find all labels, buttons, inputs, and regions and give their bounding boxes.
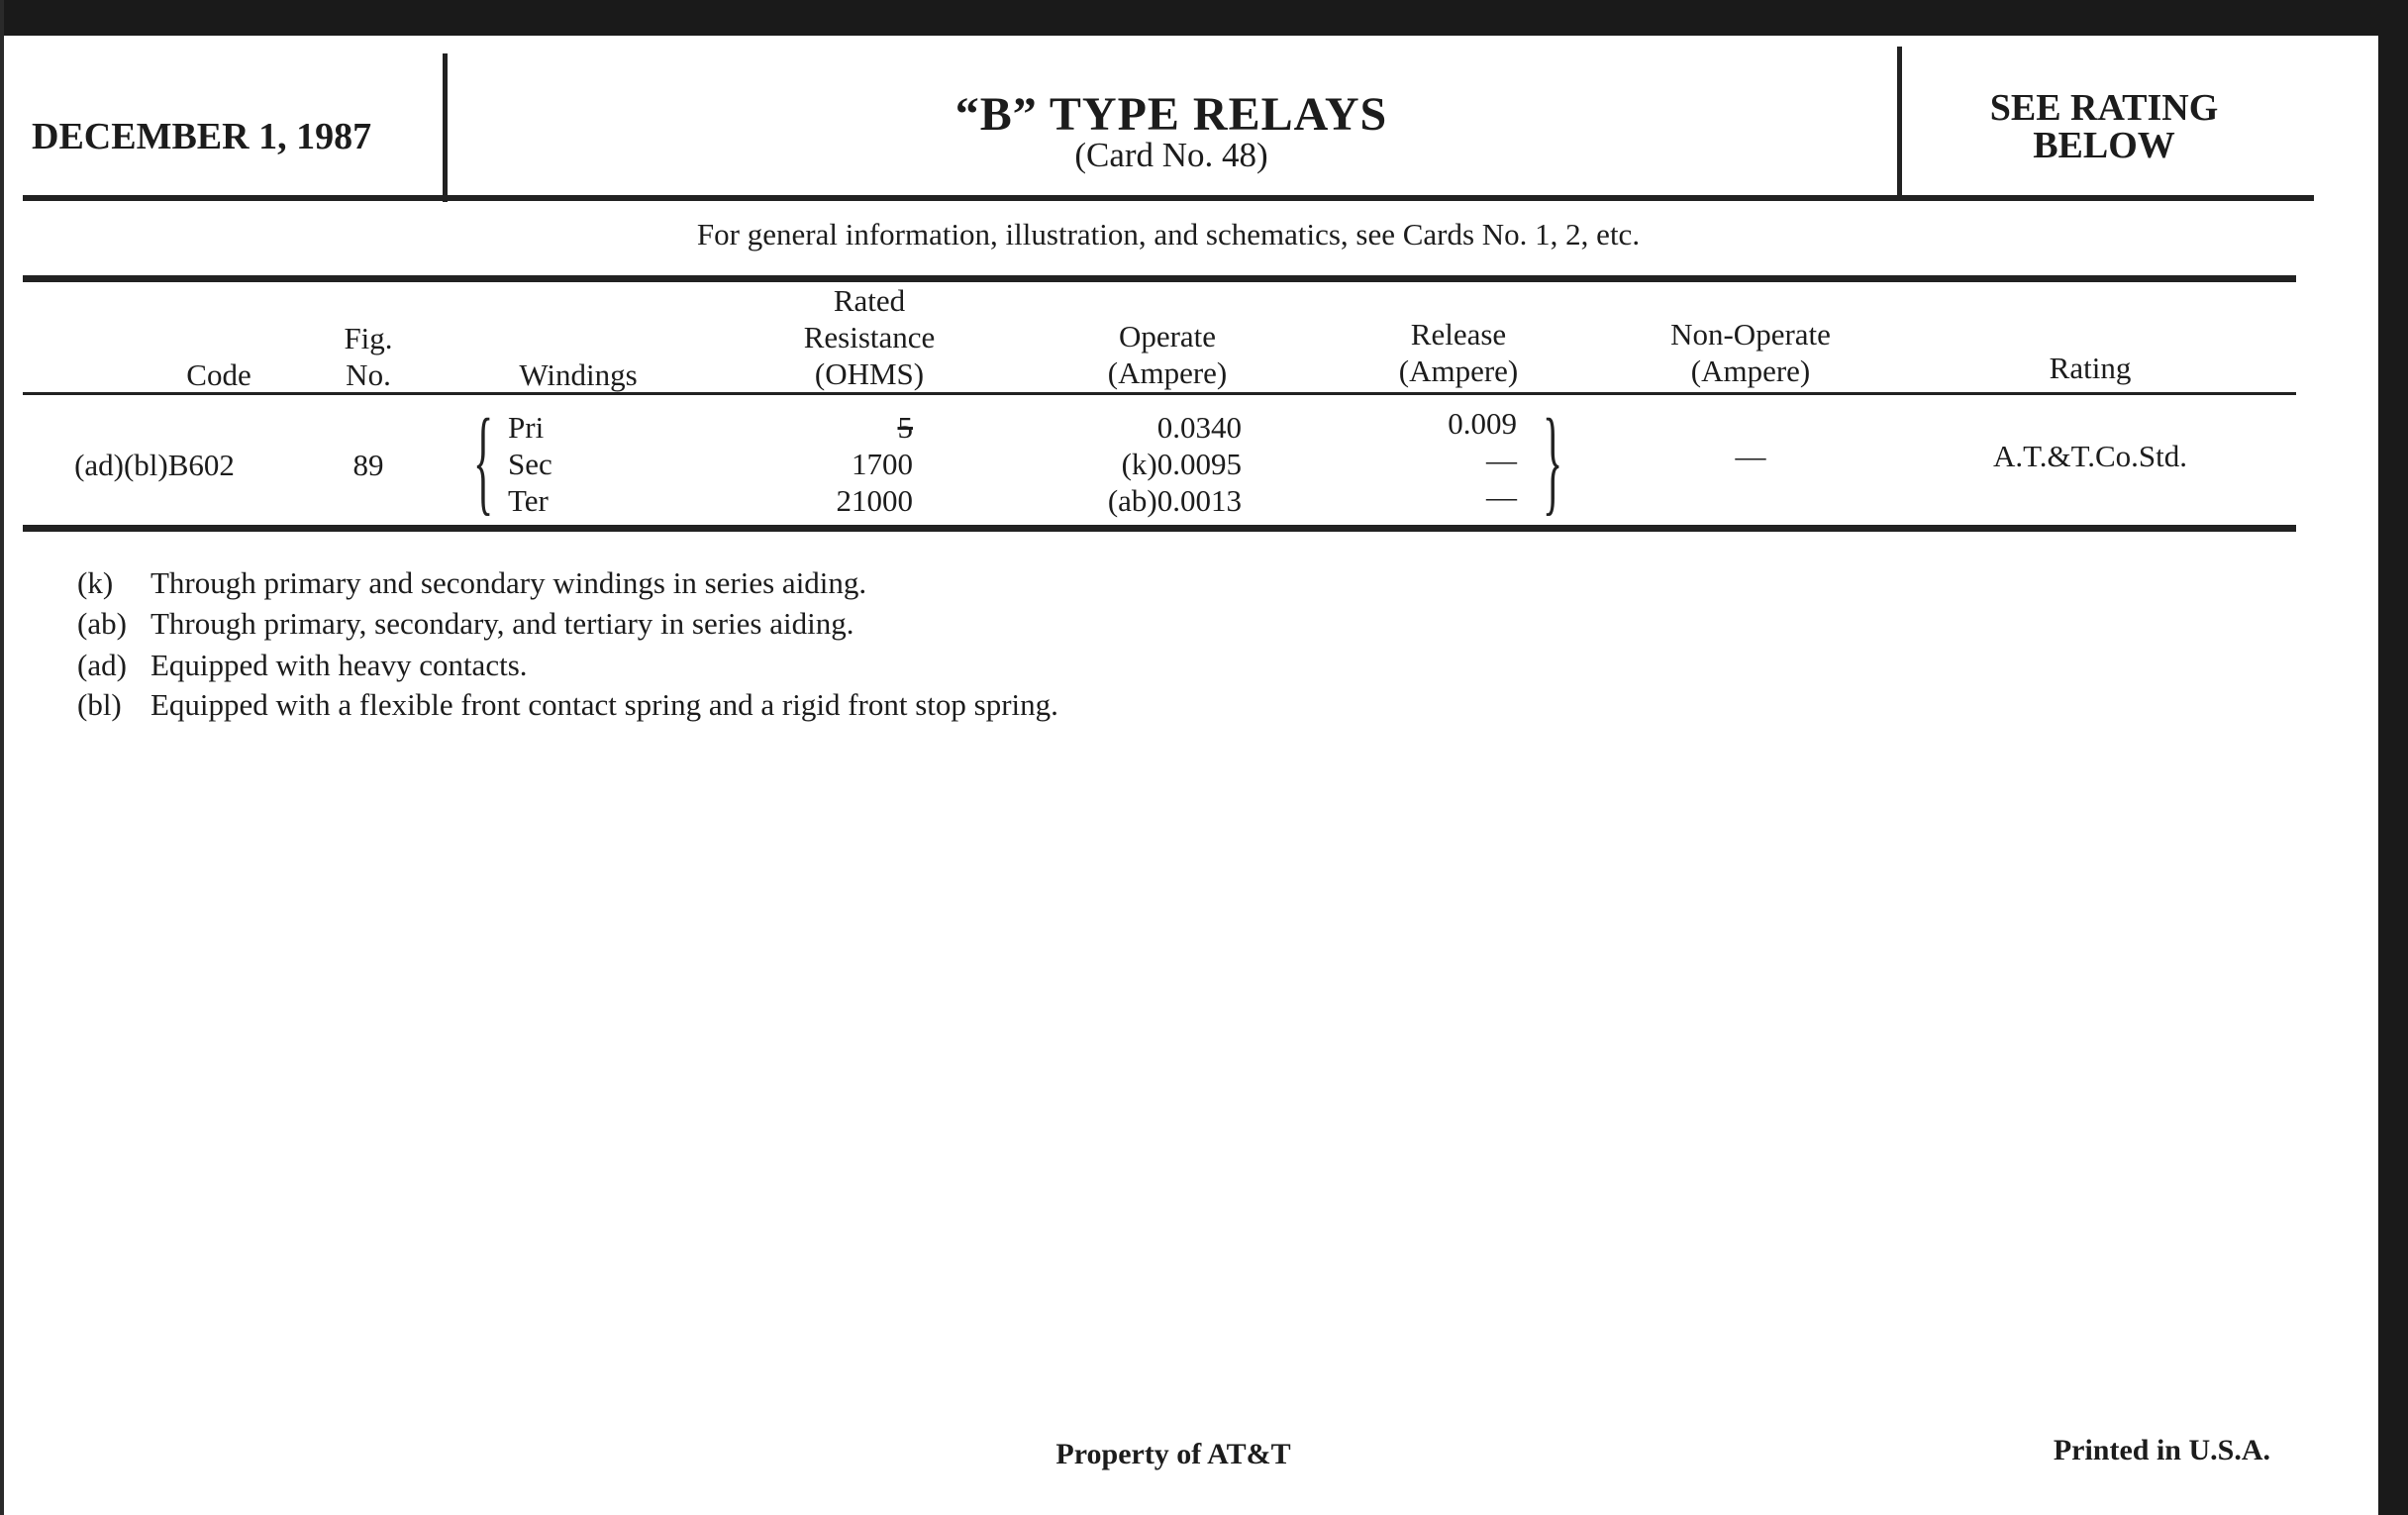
- scan-border-left: [0, 0, 4, 1515]
- release-pri: 0.009: [1448, 406, 1517, 441]
- rating-note-line2: BELOW: [2033, 125, 2175, 166]
- table-bottom-rule: [23, 525, 2296, 532]
- left-brace: {: [473, 394, 494, 526]
- footnote-text-bl: Equipped with a flexible front contact s…: [150, 687, 1058, 722]
- col-fig-line2: No.: [346, 357, 391, 392]
- resistance-pri: 5: [897, 410, 914, 445]
- header-divider-right: [1897, 47, 1902, 195]
- col-resistance-line1: Rated: [833, 283, 906, 318]
- footer-property: Property of AT&T: [1055, 1438, 1291, 1470]
- operate-pri: 0.0340: [1156, 410, 1242, 445]
- resistance-sec: 1700: [852, 447, 913, 481]
- footnote-key-ab: (ab): [77, 606, 127, 641]
- operate-ter: (ab)0.0013: [1107, 483, 1242, 518]
- footer-printed: Printed in U.S.A.: [2053, 1434, 2270, 1466]
- footnote-text-k: Through primary and secondary windings i…: [150, 565, 867, 600]
- col-release-line1: Release: [1410, 317, 1507, 352]
- col-resistance-line3: (OHMS): [814, 356, 925, 391]
- footnote-text-ad: Equipped with heavy contacts.: [150, 648, 528, 682]
- col-non-operate: Non-Operate (Ampere): [1670, 316, 1831, 389]
- winding-ter: Ter: [508, 483, 549, 518]
- footnote-key-ad: (ad): [77, 648, 127, 682]
- col-non-operate-line1: Non-Operate: [1670, 317, 1831, 352]
- header-bottom-rule: [23, 392, 2296, 395]
- operate-sec: (k)0.0095: [1121, 447, 1242, 481]
- cell-windings: Pri Sec Ter: [508, 409, 552, 519]
- rating-note-line1: SEE RATING: [1989, 87, 2219, 129]
- col-code: Code: [186, 357, 251, 392]
- col-release: Release (Ampere): [1399, 316, 1519, 389]
- cell-code: (ad)(bl)B602: [74, 448, 235, 482]
- cell-release: 0.009 — —: [1448, 405, 1517, 515]
- header-rule: [23, 195, 2314, 201]
- right-brace: }: [1543, 394, 1563, 526]
- footnote-text-ab: Through primary, secondary, and tertiary…: [150, 606, 854, 641]
- card-date: DECEMBER 1, 1987: [32, 116, 372, 157]
- cell-rating: A.T.&T.Co.Std.: [1992, 439, 2188, 473]
- scan-border-right: [2378, 0, 2408, 1515]
- col-fig-line1: Fig.: [344, 321, 393, 355]
- rating-note: SEE RATING BELOW: [1990, 89, 2219, 164]
- cell-resistance: 5 1700 21000: [837, 409, 914, 519]
- col-resistance-line2: Resistance: [803, 320, 936, 354]
- col-rating: Rating: [2049, 351, 2132, 385]
- cell-operate: 0.0340 (k)0.0095 (ab)0.0013: [1108, 409, 1242, 519]
- card-title: “B” TYPE RELAYS: [954, 88, 1388, 141]
- winding-sec: Sec: [508, 447, 552, 481]
- cell-non-operate: —: [1735, 439, 1766, 473]
- col-windings: Windings: [519, 357, 638, 392]
- general-info: For general information, illustration, a…: [696, 217, 1641, 252]
- release-ter: —: [1486, 479, 1517, 514]
- header-divider-left: [443, 53, 448, 202]
- resistance-ter: 21000: [836, 483, 914, 518]
- footnote-key-bl: (bl): [77, 687, 122, 722]
- release-sec: —: [1486, 443, 1517, 477]
- cell-fig: 89: [352, 448, 384, 482]
- footnote-key-k: (k): [77, 565, 114, 600]
- table-top-rule: [23, 275, 2296, 282]
- winding-pri: Pri: [508, 410, 545, 445]
- col-operate: Operate (Ampere): [1108, 318, 1228, 391]
- col-operate-line2: (Ampere): [1107, 355, 1228, 390]
- scan-border-top: [0, 0, 2408, 36]
- col-operate-line1: Operate: [1118, 319, 1217, 354]
- col-fig: Fig. No.: [344, 320, 392, 393]
- col-non-operate-line2: (Ampere): [1690, 354, 1811, 388]
- col-release-line2: (Ampere): [1398, 354, 1519, 388]
- col-resistance: Rated Resistance (OHMS): [804, 282, 936, 392]
- card-number: (Card No. 48): [1074, 136, 1268, 174]
